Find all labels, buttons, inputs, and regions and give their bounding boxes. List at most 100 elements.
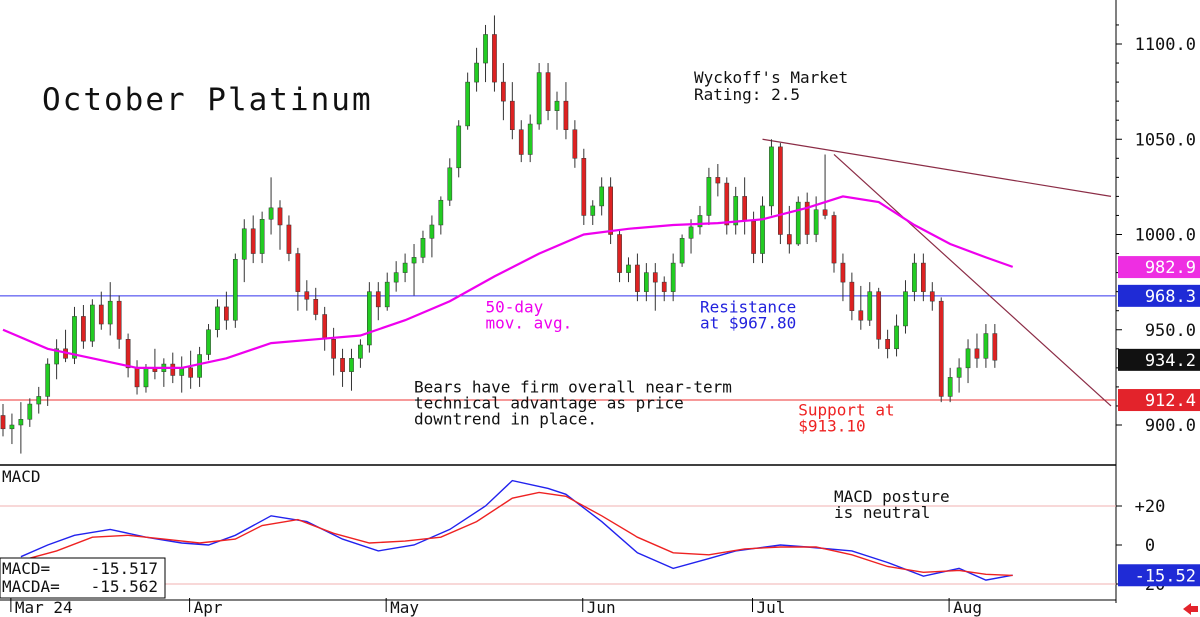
candle-down [992,333,998,361]
level-tag-1: 912.4 [1145,391,1196,411]
candle-down [778,146,783,235]
candle-up [894,325,899,350]
candle-up [760,205,765,254]
trendline-0 [762,138,1112,197]
candle-down [751,220,756,254]
candle-up [197,354,202,378]
month-label: Mar 24 [15,598,73,617]
candle-up [268,207,274,220]
candle-down [313,299,319,315]
candle-down [572,129,578,159]
candle-down [81,316,86,342]
candle-up [367,291,372,346]
candle-down [224,306,229,321]
candle-down [322,314,328,340]
candle-up [813,209,819,235]
candle-up [706,177,712,216]
candle-up [867,291,873,321]
price-tag-1-bg [1118,348,1200,371]
candle-up [143,367,149,388]
candle-up [795,201,801,245]
chart-title: October Platinum [42,82,373,118]
annotation-0: 50-day [486,298,544,317]
candle-up [402,262,408,273]
candle-down [938,300,944,397]
macd-readout-label: MACDA= [2,577,60,596]
candle-up [429,224,435,239]
candle-down [509,100,515,130]
candle-down [858,310,864,321]
price-tick-label: 900.0 [1145,416,1196,436]
candle-down [492,34,497,83]
candle-down [518,129,524,155]
candle-down [170,363,176,376]
candle-down [822,209,828,216]
macd-value-tag: -15.52 [1135,566,1196,586]
candle-down [652,272,658,283]
candle-down [304,291,310,300]
candle-up [527,123,533,155]
annotation-2: Support at [798,400,894,419]
candle-down [921,262,926,292]
candle-up [688,226,694,239]
annotation-1: Resistance [700,298,796,317]
rating-value: Rating: 2.5 [694,85,800,104]
candle-down [661,281,667,292]
candle-up [232,259,238,321]
candle-down [724,182,730,226]
candle-up [18,419,24,426]
candle-down [608,186,613,235]
candle-down [0,415,6,430]
price-tick-label: 950.0 [1145,321,1196,341]
price-tag-0: 982.9 [1145,258,1196,278]
candle-down [876,291,882,340]
candle-down [742,196,747,222]
candle-down [250,228,256,254]
candle-down [188,367,193,378]
candle-down [849,281,855,311]
candle-up [447,167,453,201]
candle-up [644,272,649,292]
candle-up [965,348,971,369]
candle-down [340,358,345,372]
month-label: Aug [953,598,982,617]
candle-up [590,205,596,216]
candle-up [456,125,462,169]
level-tag-0: 968.3 [1145,287,1196,307]
candle-down [617,234,622,273]
candle-up [27,403,33,420]
candle-up [438,199,444,226]
candle-up [384,281,390,308]
macd-annotation: MACD posture [834,487,950,506]
candle-up [947,377,953,397]
trendline-1 [833,154,1112,407]
candle-up [54,348,59,365]
month-label: Apr [194,598,223,617]
candle-up [9,424,15,430]
month-label: May [390,598,419,617]
candle-up [554,100,560,111]
price-tick-label: 1000.0 [1135,226,1196,246]
month-label: Jul [757,598,786,617]
macd-readout-value: -15.562 [91,577,158,596]
candle-down [98,304,104,325]
candle-up [599,186,605,207]
candle-up [45,363,51,397]
candle-up [90,304,95,342]
candle-down [286,224,292,254]
candle-up [411,257,417,264]
candle-down [635,264,640,292]
candle-down [581,158,587,216]
candle-up [215,306,220,331]
candle-up [903,291,908,327]
candle-up [983,333,989,359]
macd-value-tag-bg [1118,564,1200,587]
level-tag-0-bg [1118,284,1200,307]
candle-up [420,238,426,258]
moving-average-line [2,195,1014,369]
scroll-left-arrow-icon[interactable] [1183,603,1198,615]
price-tick-label: 1100.0 [1135,35,1196,55]
price-tick-label: 1050.0 [1135,130,1196,150]
annotation-0: mov. avg. [486,314,573,333]
